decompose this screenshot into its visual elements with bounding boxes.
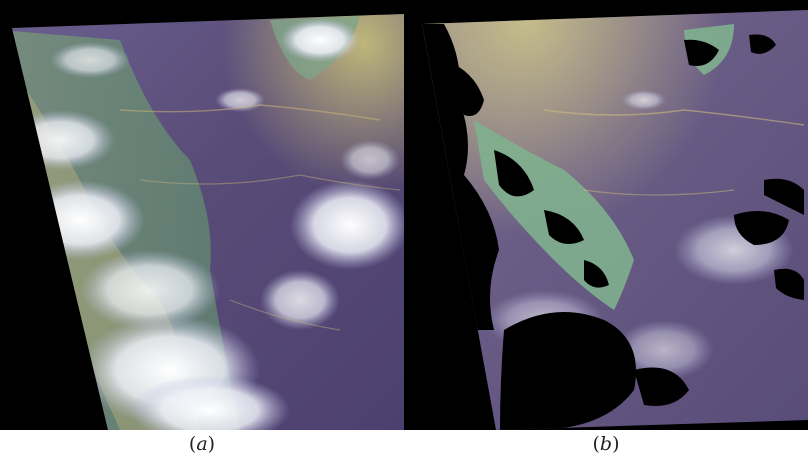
cloud-mask-regions [422,24,804,430]
satellite-image-a-graphic [0,0,404,430]
caption-letter-b: b [599,433,613,455]
satellite-image-b-graphic [404,0,808,430]
satellite-image-a [0,0,404,430]
caption-panel-b: (b) [592,433,620,455]
caption-panel-a: (a) [188,433,216,455]
caption-letter-a: a [196,433,208,455]
satellite-image-b [404,0,808,430]
